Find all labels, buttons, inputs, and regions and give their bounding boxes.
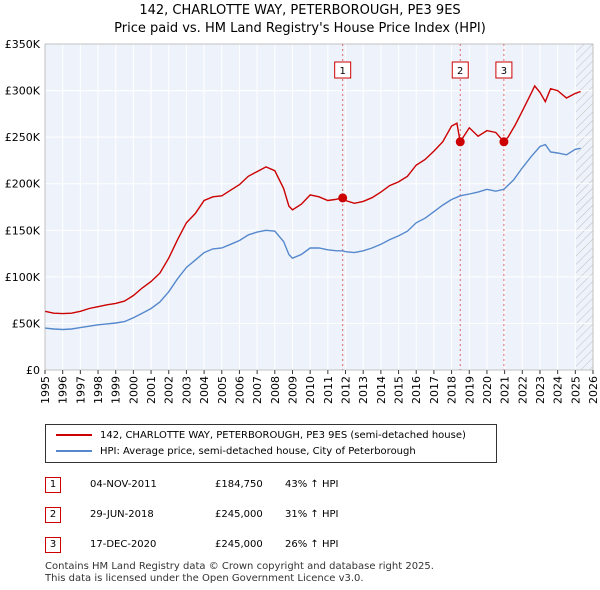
x-tick-label: 2005 <box>216 376 229 404</box>
sale-date: 04-NOV-2011 <box>90 479 157 490</box>
sale-number-badge: 1 <box>45 477 61 493</box>
legend-entry-property: 142, CHARLOTTE WAY, PETERBOROUGH, PE3 9E… <box>56 430 466 441</box>
x-tick-label: 2017 <box>428 376 441 404</box>
sale-number-label: 1 <box>340 66 346 77</box>
y-tick-label: £50K <box>12 317 41 330</box>
x-tick-label: 2010 <box>304 376 317 404</box>
x-tick-label: 1999 <box>110 376 123 404</box>
plot-frame <box>44 43 594 371</box>
sale-row: 2 29-JUN-2018 £245,000 31% ↑ HPI <box>45 507 545 525</box>
sale-price: £184,750 <box>215 479 263 490</box>
x-tick-label: 2023 <box>534 376 547 404</box>
legend-label-hpi: HPI: Average price, semi-detached house,… <box>100 446 416 457</box>
series-line-hpi <box>44 143 581 331</box>
legend-entry-hpi: HPI: Average price, semi-detached house,… <box>56 446 416 457</box>
sale-number-label: 3 <box>501 66 507 77</box>
sale-number-box <box>334 61 352 79</box>
x-tick-label: 2016 <box>410 376 423 404</box>
x-tick-label: 2021 <box>499 376 512 404</box>
x-tick-label: 2001 <box>145 376 158 404</box>
x-tick-label: 2022 <box>516 376 529 404</box>
price-chart: £0 £50K £100K £150K £200K £250K £300K £350K 1995… <box>5 38 600 404</box>
x-tick-label: 1995 <box>39 376 52 404</box>
sale-point <box>499 137 509 147</box>
x-tick-label: 2024 <box>552 376 565 404</box>
x-tick-label: 2007 <box>251 376 264 404</box>
x-tick-label: 2011 <box>322 376 335 404</box>
sale-date: 29-JUN-2018 <box>90 509 154 520</box>
x-tick-label: 2009 <box>286 376 299 404</box>
sale-hpi-change: 26% ↑ HPI <box>285 539 339 550</box>
x-tick-label: 2012 <box>340 376 353 404</box>
x-tick-label: 2020 <box>481 376 494 404</box>
sale-row: 1 04-NOV-2011 £184,750 43% ↑ HPI <box>45 477 545 495</box>
sale-number-badge: 3 <box>45 537 61 553</box>
y-tick-label: £0 <box>26 364 40 377</box>
x-tick-label: 2006 <box>233 376 246 404</box>
sale-row: 3 17-DEC-2020 £245,000 26% ↑ HPI <box>45 537 545 555</box>
x-tick-label: 2002 <box>163 376 176 404</box>
legend-label-property: 142, CHARLOTTE WAY, PETERBOROUGH, PE3 9E… <box>100 430 466 441</box>
legend-swatch-hpi <box>56 450 92 452</box>
x-tick-label: 1996 <box>57 376 70 404</box>
x-tick-label: 2026 <box>587 376 600 404</box>
x-tick-label: 2000 <box>127 376 140 404</box>
x-tick-label: 1997 <box>74 376 87 404</box>
x-tick-label: 2008 <box>269 376 282 404</box>
x-tick-label: 2014 <box>375 376 388 404</box>
sale-date: 17-DEC-2020 <box>90 539 157 550</box>
x-tick-label: 2019 <box>463 376 476 404</box>
sale-number-box <box>451 61 469 79</box>
chart-title: 142, CHARLOTTE WAY, PETERBOROUGH, PE3 9E… <box>139 3 461 18</box>
sale-number-badge: 2 <box>45 507 61 523</box>
x-tick-label: 2004 <box>198 376 211 404</box>
sale-number-box <box>495 61 513 79</box>
footer-copyright: Contains HM Land Registry data © Crown c… <box>45 561 434 572</box>
y-tick-label: £100K <box>5 271 41 284</box>
legend-swatch-property <box>56 434 92 436</box>
footer-licence: This data is licensed under the Open Gov… <box>45 573 364 584</box>
x-tick-label: 1998 <box>92 376 105 404</box>
x-tick-label: 2025 <box>569 376 582 404</box>
legend: 142, CHARLOTTE WAY, PETERBOROUGH, PE3 9E… <box>45 424 497 463</box>
x-tick-label: 2018 <box>446 376 459 404</box>
y-tick-label: £350K <box>5 38 41 51</box>
sale-hpi-change: 31% ↑ HPI <box>285 509 339 520</box>
y-tick-label: £200K <box>5 178 41 191</box>
y-tick-label: £250K <box>5 131 41 144</box>
x-tick-label: 2013 <box>357 376 370 404</box>
sale-hpi-change: 43% ↑ HPI <box>285 479 339 490</box>
sale-price: £245,000 <box>215 509 263 520</box>
x-tick-label: 2003 <box>180 376 193 404</box>
x-tick-label: 2015 <box>393 376 406 404</box>
sale-number-label: 2 <box>457 66 463 77</box>
sale-point <box>338 193 348 203</box>
y-tick-label: £150K <box>5 224 41 237</box>
sale-point <box>455 137 465 147</box>
forecast-hatch-region <box>575 44 593 370</box>
sale-price: £245,000 <box>215 539 263 550</box>
chart-subtitle: Price paid vs. HM Land Registry's House … <box>114 21 486 36</box>
y-tick-label: £300K <box>5 85 41 98</box>
